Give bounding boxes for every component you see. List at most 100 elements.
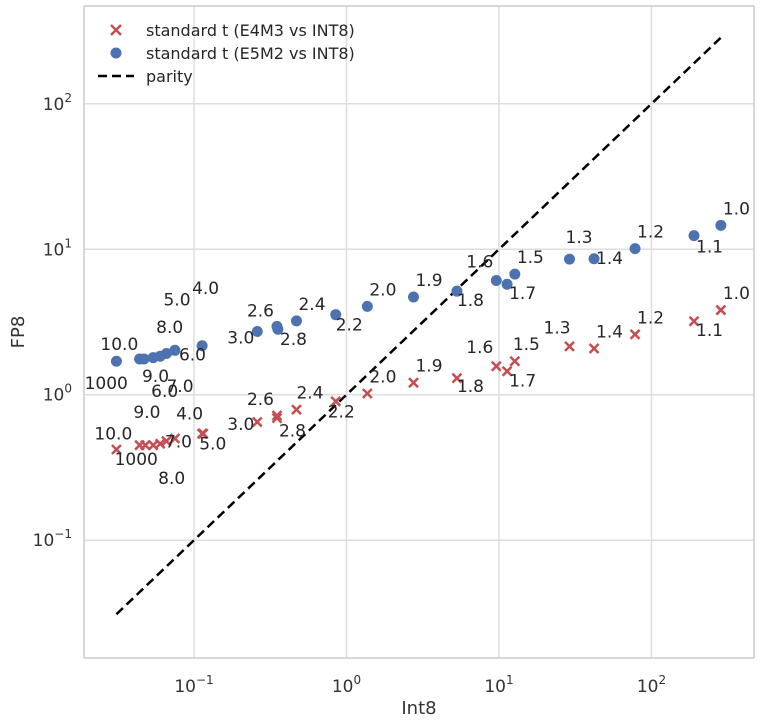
point-annotation: 1.6: [466, 252, 493, 272]
e5m2-point: [451, 285, 463, 297]
point-annotation: 3.0: [227, 415, 254, 435]
e5m2-point: [110, 355, 122, 367]
e5m2-point: [160, 348, 172, 360]
e4m3-point: [564, 340, 575, 352]
point-annotation: 7.0: [166, 377, 193, 397]
e4m3-point: [629, 328, 641, 340]
e5m2-point: [688, 230, 700, 242]
e4m3-cross-stroke: [251, 416, 263, 428]
e4m3-cross-stroke: [688, 315, 700, 327]
e5m2-point: [509, 268, 521, 280]
point-annotation: 2.8: [280, 330, 307, 350]
point-annotation: 9.0: [133, 403, 160, 423]
point-annotation: 7.0: [165, 433, 192, 453]
point-annotation: 2.4: [298, 295, 325, 315]
point-annotation: 8.0: [158, 469, 185, 489]
point-annotation: 1.6: [466, 338, 493, 358]
e4m3-point: [251, 416, 263, 428]
e4m3-cross-stroke: [111, 444, 122, 455]
point-annotation: 10.0: [94, 425, 132, 445]
e4m3-point: [501, 365, 513, 377]
e4m3-cross-stroke: [408, 377, 419, 389]
e4m3-point: [161, 435, 172, 447]
legend-item: parity: [98, 67, 193, 86]
e4m3-cross-stroke: [451, 372, 463, 384]
y-tick-labels: 10−1 100 101 102: [33, 91, 72, 551]
e4m3-cross-stroke: [490, 360, 502, 372]
point-annotation: 5.0: [163, 291, 190, 311]
e5m2-point: [564, 253, 576, 265]
e4m3-point: [111, 444, 122, 455]
point-annotation: 4.0: [192, 279, 219, 299]
e4m3-point: [271, 412, 283, 424]
point-annotation: 1.5: [513, 335, 540, 355]
legend-marker-circle: [110, 47, 122, 59]
point-annotation: 2.2: [336, 316, 363, 336]
point-annotation: 1.0: [723, 284, 750, 304]
point-annotation: 2.6: [247, 390, 274, 410]
y-tick-label: 101: [43, 236, 72, 260]
e4m3-cross-stroke: [588, 343, 600, 354]
legend-label: standard t (E4M3 vs INT8): [146, 21, 355, 40]
e5m2-point: [407, 291, 419, 303]
point-annotation: 1.8: [457, 377, 484, 397]
e5m2-point: [501, 278, 513, 290]
e4m3-cross-stroke: [271, 412, 283, 424]
e4m3-point: [154, 438, 166, 450]
point-annotation: 2.0: [369, 367, 396, 387]
point-annotation: 1.4: [596, 322, 623, 342]
e5m2-point: [715, 219, 727, 231]
e4m3-cross-stroke: [169, 433, 181, 444]
e4m3-point: [588, 343, 600, 354]
y-axis-label: FP8: [8, 316, 29, 349]
legend-label: parity: [146, 67, 193, 86]
e4m3-point: [197, 428, 209, 440]
e4m3-cross-stroke: [629, 328, 641, 340]
e4m3-cross-stroke: [330, 396, 342, 407]
x-tick-label: 101: [484, 673, 513, 697]
y-tick-label: 102: [43, 91, 72, 115]
y-tick-label: 10−1: [33, 527, 72, 551]
point-annotation: 1.1: [696, 238, 723, 258]
point-annotation: 1.3: [566, 228, 593, 248]
e4m3-point: [715, 304, 727, 316]
point-annotation: 1.8: [457, 291, 484, 311]
point-annotation: 1.1: [696, 321, 723, 341]
point-annotation: 1.9: [415, 271, 442, 291]
e4m3-cross-stroke: [501, 365, 513, 377]
legend-item: standard t (E5M2 vs INT8): [110, 44, 355, 63]
e4m3-cross-stroke: [361, 388, 373, 399]
point-annotation: 9.0: [142, 367, 169, 387]
gridlines: [84, 6, 754, 658]
x-tick-label: 100: [332, 673, 361, 697]
e4m3-point: [291, 404, 302, 416]
x-axis-label: Int8: [401, 698, 436, 719]
point-annotation: 1.5: [517, 248, 544, 268]
plot-area: 10.010009.06.08.07.07.04.05.03.02.62.82.…: [85, 36, 750, 616]
e4m3-point: [139, 439, 151, 451]
e5m2-point: [490, 274, 502, 286]
e4m3-point: [408, 377, 419, 389]
point-annotation: 1.4: [596, 249, 623, 269]
e4m3-cross-stroke: [715, 304, 727, 316]
e4m3-cross-stroke: [161, 435, 172, 447]
point-annotation: 1.0: [723, 199, 750, 219]
e4m3-cross-stroke: [147, 439, 159, 451]
e4m3-cross-stroke: [564, 340, 575, 352]
legend-label: standard t (E5M2 vs INT8): [146, 44, 355, 63]
point-annotation: 1.7: [509, 371, 536, 391]
point-annotation: 2.6: [247, 301, 274, 321]
e4m3-cross-stroke: [271, 410, 283, 421]
e5m2-point: [169, 344, 181, 356]
point-annotation: 1.7: [509, 284, 536, 304]
y-tick-label: 100: [43, 382, 72, 406]
point-annotation: 2.4: [296, 384, 323, 404]
e4m3-cross-stroke: [154, 438, 166, 450]
point-annotation: 5.0: [199, 435, 226, 455]
point-annotation: 8.0: [156, 318, 183, 338]
point-annotation: 10.0: [100, 335, 138, 355]
x-tick-label: 10−1: [174, 673, 213, 697]
x-tick-labels: 10−1 100 101 102: [174, 673, 666, 697]
e5m2-point: [138, 353, 150, 365]
